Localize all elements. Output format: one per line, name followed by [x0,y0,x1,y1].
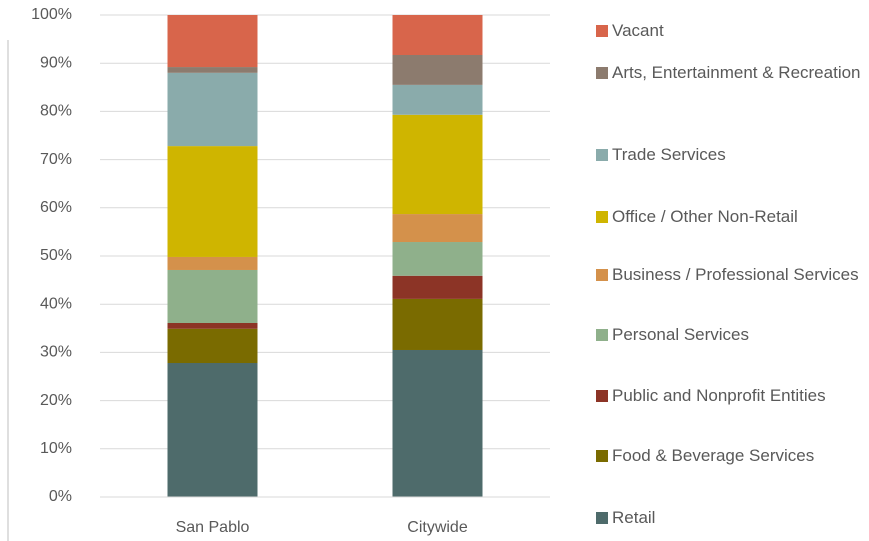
y-tick-label: 70% [40,151,72,168]
bar-segment [167,146,258,257]
legend-swatch [596,450,608,462]
bar-segment [392,275,483,299]
bar-segment [167,72,258,147]
bar-segment [167,322,258,329]
legend-label: Personal Services [612,325,750,344]
legend-item: Personal Services [596,322,866,348]
bar-segment [392,55,483,85]
bar-segment [392,15,483,56]
bar-segment [392,84,483,115]
legend-item: Office / Other Non-Retail [596,204,866,230]
bar-segment [167,363,258,497]
legend-swatch [596,149,608,161]
legend-swatch [596,211,608,223]
legend-swatch [596,269,608,281]
bar-segment [392,214,483,243]
legend-item: Public and Nonprofit Entities [596,383,866,409]
legend-item: Trade Services [596,142,866,168]
legend-swatch [596,25,608,37]
y-tick-label: 80% [40,103,72,120]
legend-item: Arts, Entertainment & Recreation [596,60,866,86]
y-tick-label: 50% [40,247,72,264]
bar-segment [392,114,483,215]
y-tick-label: 30% [40,344,72,361]
legend-label: Vacant [612,21,664,40]
legend-item: Vacant [596,18,866,44]
y-tick-label: 60% [40,199,72,216]
legend-swatch [596,329,608,341]
x-tick-label: San Pablo [176,519,250,536]
bar-segment [167,15,258,68]
y-tick-label: 90% [40,54,72,71]
legend-label: Business / Professional Services [612,265,859,284]
legend-label: Public and Nonprofit Entities [612,386,826,405]
bar-segment [392,242,483,276]
bar-segment [167,328,258,364]
legend-swatch [596,67,608,79]
legend-label: Trade Services [612,145,726,164]
x-tick-label: Citywide [407,519,468,536]
bar-segment [167,269,258,323]
bar-segment [167,256,258,270]
legend-swatch [596,390,608,402]
y-tick-label: 0% [49,488,72,505]
legend-item: Business / Professional Services [596,262,866,288]
bar-segment [392,349,483,497]
legend-swatch [596,512,608,524]
y-tick-label: 100% [31,6,72,23]
legend-label: Arts, Entertainment & Recreation [612,63,861,82]
y-tick-label: 40% [40,295,72,312]
y-tick-label: 20% [40,392,72,409]
legend-item: Food & Beverage Services [596,443,866,469]
legend-label: Office / Other Non-Retail [612,207,798,226]
bar-segment [167,67,258,73]
y-tick-label: 10% [40,440,72,457]
legend-item: Retail [596,505,866,531]
bar-segment [392,298,483,350]
legend-label: Food & Beverage Services [612,446,815,465]
legend-label: Retail [612,508,656,527]
